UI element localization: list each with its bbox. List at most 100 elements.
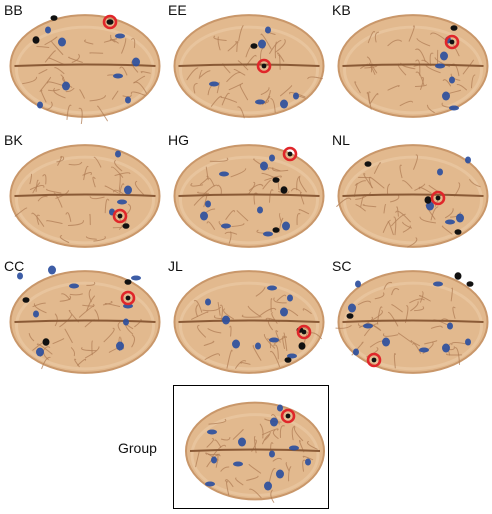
activation-blob	[132, 57, 140, 67]
activation-blob	[264, 481, 272, 491]
brain-surface	[9, 144, 161, 248]
activation-blob	[305, 458, 311, 466]
panel-label: BB	[4, 2, 23, 18]
brain-panel: NL	[328, 130, 490, 254]
activation-blob	[258, 39, 266, 49]
activation-blob	[447, 322, 453, 330]
activation-blob	[363, 323, 373, 329]
target-ring	[296, 324, 312, 340]
activation-blob	[263, 231, 273, 237]
brain-panel: CC	[0, 256, 162, 380]
activation-blob	[209, 81, 219, 87]
target-ring	[256, 58, 272, 74]
activation-blob	[269, 154, 275, 162]
activation-blob	[69, 283, 79, 289]
activation-blob	[222, 315, 230, 325]
activation-blob	[419, 347, 429, 353]
activation-blob	[131, 275, 141, 281]
brain-panel: HG	[164, 130, 326, 254]
activation-blob	[293, 92, 299, 100]
activation-blob	[205, 298, 211, 306]
activation-blob	[62, 81, 70, 91]
activation-blob	[265, 26, 271, 34]
activation-blob	[113, 73, 123, 79]
activation-blob	[287, 353, 297, 359]
target-ring	[102, 14, 118, 30]
activation-blob	[238, 437, 246, 447]
activation-blob-black	[22, 297, 30, 303]
target-ring	[430, 190, 446, 206]
activation-blob	[267, 285, 277, 291]
activation-blob	[437, 168, 443, 176]
activation-blob	[45, 26, 51, 34]
activation-blob-black	[364, 161, 372, 167]
activation-blob	[221, 223, 231, 229]
brain-panel: BB	[0, 0, 162, 124]
target-ring	[282, 146, 298, 162]
activation-blob	[269, 337, 279, 343]
activation-blob	[232, 339, 240, 349]
group-brain-panel	[176, 388, 326, 506]
activation-blob-black	[284, 357, 292, 363]
activation-blob	[382, 337, 390, 347]
target-ring	[112, 208, 128, 224]
brain-panel: JL	[164, 256, 326, 380]
activation-blob	[465, 156, 471, 164]
activation-blob-black	[272, 227, 280, 233]
activation-blob-black	[454, 272, 462, 280]
activation-blob	[465, 338, 471, 346]
activation-blob-black	[450, 25, 458, 31]
activation-blob-black	[124, 279, 132, 285]
activation-blob	[257, 206, 263, 214]
activation-blob	[116, 341, 124, 351]
activation-blob-black	[346, 313, 354, 319]
activation-blob	[33, 310, 39, 318]
panel-label: HG	[168, 132, 189, 148]
brain-surface	[335, 270, 489, 374]
activation-blob	[207, 429, 217, 435]
activation-blob	[289, 445, 299, 451]
activation-blob	[442, 343, 450, 353]
activation-blob	[37, 101, 43, 109]
activation-blob	[36, 347, 44, 357]
activation-blob	[123, 318, 129, 326]
activation-blob-black	[466, 281, 474, 287]
activation-blob	[449, 76, 455, 84]
activation-blob	[124, 185, 132, 195]
panel-label: SC	[332, 258, 352, 274]
activation-blob	[287, 294, 293, 302]
activation-blob	[269, 450, 275, 458]
activation-blob	[276, 469, 284, 479]
activation-blob	[277, 404, 283, 412]
activation-blob-black	[250, 43, 258, 49]
panel-label: EE	[168, 2, 187, 18]
target-ring	[120, 290, 136, 306]
activation-blob	[115, 33, 125, 39]
brain-surface	[336, 144, 489, 248]
activation-blob	[255, 99, 265, 105]
target-ring	[444, 34, 460, 50]
activation-blob	[355, 280, 361, 288]
activation-blob	[270, 417, 278, 427]
activation-blob	[445, 219, 455, 225]
brain-surface	[337, 14, 489, 118]
activation-blob	[348, 303, 356, 313]
activation-blob	[449, 105, 459, 111]
activation-blob	[433, 281, 443, 287]
activation-blob-black	[122, 223, 130, 229]
activation-blob	[117, 199, 127, 205]
brain-panel: KB	[328, 0, 490, 124]
activation-blob-black	[272, 177, 280, 183]
activation-blob-black	[298, 342, 306, 350]
activation-blob-black	[32, 36, 40, 44]
group-label: Group	[118, 440, 157, 456]
activation-blob	[280, 307, 288, 317]
activation-blob	[17, 272, 23, 280]
target-ring	[366, 352, 382, 368]
target-ring	[280, 408, 296, 424]
activation-blob	[205, 481, 215, 487]
activation-blob	[58, 37, 66, 47]
activation-blob	[442, 91, 450, 101]
group-box	[173, 385, 329, 509]
activation-blob-black	[424, 196, 432, 204]
